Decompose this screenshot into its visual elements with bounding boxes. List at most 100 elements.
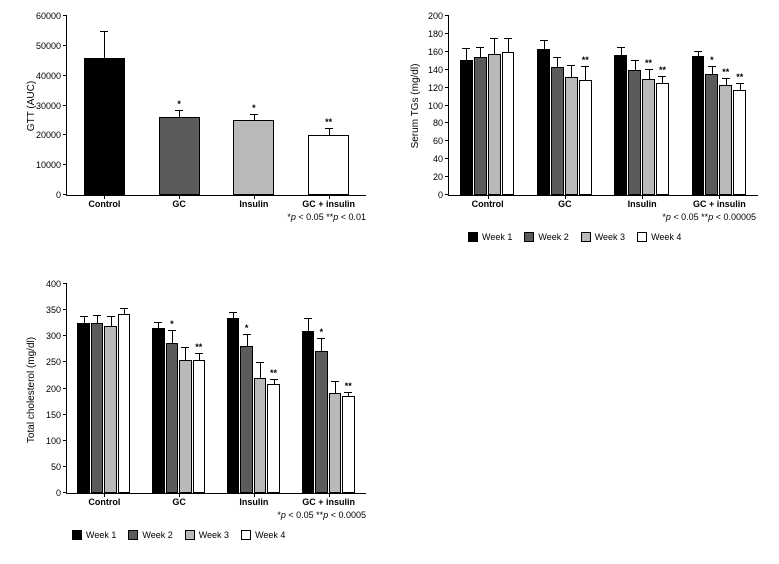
legend-label: Week 4 — [255, 530, 285, 540]
bar — [193, 360, 205, 493]
ytick: 80 — [433, 118, 449, 128]
error-bar — [698, 52, 699, 56]
swatch-week4 — [637, 232, 647, 242]
xtick-mark — [642, 195, 643, 199]
bar — [84, 58, 125, 195]
ylabel-chol: Total cholesterol (mg/dl) — [26, 337, 37, 443]
ytick-mark — [63, 492, 67, 493]
error-bar — [172, 331, 173, 342]
bar — [460, 60, 473, 195]
error-bar — [104, 32, 105, 57]
error-cap — [181, 347, 189, 348]
bar — [91, 323, 103, 493]
swatch-week2 — [128, 530, 138, 540]
ylabel-gtt: GTT (AUC) — [26, 81, 37, 131]
error-cap — [567, 65, 575, 66]
ytick-mark — [63, 75, 67, 76]
error-bar — [321, 339, 322, 350]
legend-label: Week 3 — [199, 530, 229, 540]
legend-tg: Week 1 Week 2 Week 3 Week 4 — [468, 232, 681, 242]
legend-item: Week 3 — [185, 530, 229, 540]
significance-marker: * — [252, 103, 256, 113]
error-bar — [508, 39, 509, 52]
error-cap — [490, 38, 498, 39]
bar — [579, 80, 592, 195]
ytick: 200 — [428, 11, 449, 21]
ytick-mark — [445, 33, 449, 34]
error-cap — [476, 47, 484, 48]
error-cap — [93, 315, 101, 316]
xtick-mark — [104, 493, 105, 497]
bar — [227, 318, 239, 493]
ytick-mark — [63, 335, 67, 336]
ytick-mark — [445, 176, 449, 177]
xtick-mark — [488, 195, 489, 199]
error-bar — [494, 39, 495, 53]
ytick: 140 — [428, 65, 449, 75]
error-cap — [708, 66, 716, 67]
error-bar — [544, 41, 545, 49]
error-bar — [274, 380, 275, 384]
error-cap — [168, 330, 176, 331]
legend-item: Week 1 — [468, 232, 512, 242]
error-cap — [80, 316, 88, 317]
ytick: 120 — [428, 83, 449, 93]
error-bar — [726, 79, 727, 85]
error-bar — [335, 382, 336, 392]
ytick-mark — [445, 158, 449, 159]
figure: 0100002000030000400005000060000****Contr… — [0, 0, 779, 564]
bar — [719, 85, 732, 195]
significance-marker: * — [245, 323, 249, 333]
error-bar — [571, 66, 572, 77]
error-cap — [344, 392, 352, 393]
footnote-gtt: *p < 0.05 **p < 0.01 — [287, 212, 366, 222]
error-cap — [317, 338, 325, 339]
legend-label: Week 4 — [651, 232, 681, 242]
footnote-chol: *p < 0.05 **p < 0.0005 — [277, 510, 366, 520]
panel-tg: 020406080100120140160180200***********Co… — [398, 10, 768, 230]
ytick-mark — [63, 440, 67, 441]
ytick-mark — [63, 105, 67, 106]
error-cap — [250, 114, 258, 115]
ytick: 30000 — [36, 101, 67, 111]
legend-item: Week 2 — [128, 530, 172, 540]
ytick-mark — [445, 105, 449, 106]
significance-marker: * — [320, 327, 324, 337]
bar — [254, 378, 266, 493]
bar — [614, 55, 627, 195]
ytick: 400 — [46, 279, 67, 289]
error-bar — [662, 77, 663, 83]
significance-marker: ** — [270, 368, 277, 378]
ytick: 20000 — [36, 130, 67, 140]
bar — [104, 326, 116, 493]
error-bar — [480, 48, 481, 57]
bar — [342, 396, 354, 493]
legend-item: Week 3 — [581, 232, 625, 242]
error-cap — [645, 69, 653, 70]
bar — [118, 314, 130, 493]
error-bar — [199, 354, 200, 360]
error-bar — [557, 58, 558, 67]
ylabel-tg: Serum TGs (mg/dl) — [410, 64, 421, 149]
xtick-mark — [179, 195, 180, 199]
error-bar — [329, 129, 330, 135]
error-cap — [229, 312, 237, 313]
error-bar — [712, 67, 713, 74]
error-bar — [649, 70, 650, 79]
bar — [233, 120, 274, 195]
legend-label: Week 1 — [86, 530, 116, 540]
error-cap — [304, 318, 312, 319]
error-cap — [107, 316, 115, 317]
error-cap — [540, 40, 548, 41]
ytick-mark — [63, 45, 67, 46]
ytick-mark — [63, 15, 67, 16]
error-bar — [585, 67, 586, 80]
error-cap — [331, 381, 339, 382]
ytick: 10000 — [36, 160, 67, 170]
bar — [267, 384, 279, 493]
significance-marker: * — [710, 55, 714, 65]
ytick-mark — [445, 122, 449, 123]
bar — [537, 49, 550, 195]
ytick-mark — [63, 388, 67, 389]
error-cap — [694, 51, 702, 52]
